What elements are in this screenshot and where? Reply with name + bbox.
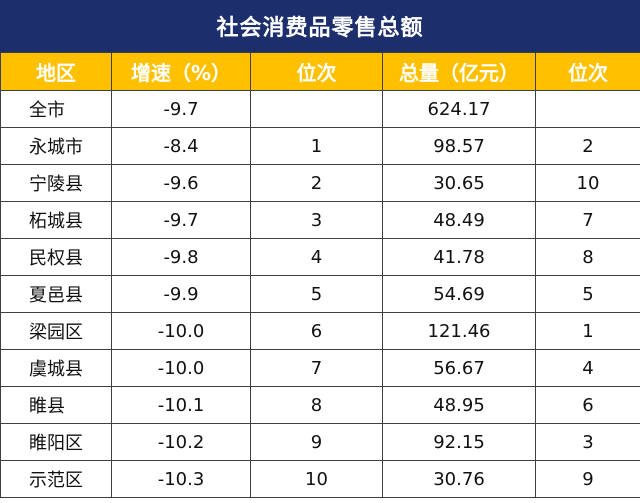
- header-cell-total-rank: 位次: [535, 52, 640, 91]
- cell-region: 虞城县: [0, 349, 112, 387]
- cell-growth: -9.7: [111, 90, 251, 128]
- cell-total-rank: 3: [535, 423, 640, 461]
- table-row: 夏邑县 -9.9 5 54.69 5: [0, 275, 640, 313]
- header-cell-growth-rank: 位次: [250, 52, 383, 91]
- cell-total-rank: 7: [535, 201, 640, 239]
- cell-growth: -8.4: [111, 127, 251, 165]
- table-body: 全市 -9.7 624.17 永城市 -8.4 1 98.57 2 宁陵县 -9.6 2 30.65 1…: [0, 90, 640, 498]
- cell-total: 54.69: [382, 275, 536, 313]
- cell-total-rank: 8: [535, 238, 640, 276]
- table-row: 梁园区 -10.0 6 121.46 1: [0, 312, 640, 350]
- cell-region: 民权县: [0, 238, 112, 276]
- cell-total: 30.76: [382, 460, 536, 498]
- cell-growth-rank: 5: [250, 275, 383, 313]
- cell-region: 睢县: [0, 386, 112, 424]
- header-cell-region: 地区: [0, 52, 112, 91]
- cell-region: 夏邑县: [0, 275, 112, 313]
- table-row: 睢县 -10.1 8 48.95 6: [0, 386, 640, 424]
- cell-region: 永城市: [0, 127, 112, 165]
- cell-total: 624.17: [382, 90, 536, 128]
- cell-total-rank: [535, 90, 640, 128]
- cell-total: 92.15: [382, 423, 536, 461]
- cell-region: 梁园区: [0, 312, 112, 350]
- cell-growth-rank: 9: [250, 423, 383, 461]
- cell-total: 121.46: [382, 312, 536, 350]
- cell-total-rank: 5: [535, 275, 640, 313]
- cell-total-rank: 9: [535, 460, 640, 498]
- cell-growth: -10.2: [111, 423, 251, 461]
- cell-growth: -10.0: [111, 349, 251, 387]
- cell-total: 98.57: [382, 127, 536, 165]
- data-table: 地区 增速（%） 位次 总量（亿元） 位次 全市 -9.7 624.17 永城市 -8.…: [0, 52, 640, 498]
- table-title: 社会消费品零售总额: [0, 0, 640, 52]
- cell-total-rank: 2: [535, 127, 640, 165]
- cell-growth: -9.7: [111, 201, 251, 239]
- cell-total-rank: 10: [535, 164, 640, 202]
- header-cell-total: 总量（亿元）: [382, 52, 536, 91]
- cell-growth-rank: 7: [250, 349, 383, 387]
- table-row: 全市 -9.7 624.17: [0, 90, 640, 128]
- cell-growth: -9.8: [111, 238, 251, 276]
- cell-total: 48.49: [382, 201, 536, 239]
- cell-region: 宁陵县: [0, 164, 112, 202]
- cell-growth-rank: 1: [250, 127, 383, 165]
- table-row: 民权县 -9.8 4 41.78 8: [0, 238, 640, 276]
- cell-total-rank: 1: [535, 312, 640, 350]
- table-row: 虞城县 -10.0 7 56.67 4: [0, 349, 640, 387]
- table-row: 永城市 -8.4 1 98.57 2: [0, 127, 640, 165]
- cell-growth-rank: [250, 90, 383, 128]
- cell-total-rank: 6: [535, 386, 640, 424]
- cell-growth-rank: 4: [250, 238, 383, 276]
- cell-region: 睢阳区: [0, 423, 112, 461]
- cell-total: 30.65: [382, 164, 536, 202]
- cell-total: 56.67: [382, 349, 536, 387]
- cell-growth-rank: 8: [250, 386, 383, 424]
- table-row: 睢阳区 -10.2 9 92.15 3: [0, 423, 640, 461]
- table-row: 宁陵县 -9.6 2 30.65 10: [0, 164, 640, 202]
- table-row: 示范区 -10.3 10 30.76 9: [0, 460, 640, 498]
- cell-region: 柘城县: [0, 201, 112, 239]
- cell-growth: -9.6: [111, 164, 251, 202]
- cell-growth: -10.0: [111, 312, 251, 350]
- cell-region: 示范区: [0, 460, 112, 498]
- cell-growth-rank: 3: [250, 201, 383, 239]
- cell-total: 48.95: [382, 386, 536, 424]
- cell-growth: -10.1: [111, 386, 251, 424]
- cell-growth: -10.3: [111, 460, 251, 498]
- cell-growth-rank: 2: [250, 164, 383, 202]
- cell-growth-rank: 6: [250, 312, 383, 350]
- cell-total: 41.78: [382, 238, 536, 276]
- header-cell-growth: 增速（%）: [111, 52, 251, 91]
- table-row: 柘城县 -9.7 3 48.49 7: [0, 201, 640, 239]
- cell-growth: -9.9: [111, 275, 251, 313]
- cell-region: 全市: [0, 90, 112, 128]
- header-row: 地区 增速（%） 位次 总量（亿元） 位次: [0, 52, 640, 91]
- cell-total-rank: 4: [535, 349, 640, 387]
- cell-growth-rank: 10: [250, 460, 383, 498]
